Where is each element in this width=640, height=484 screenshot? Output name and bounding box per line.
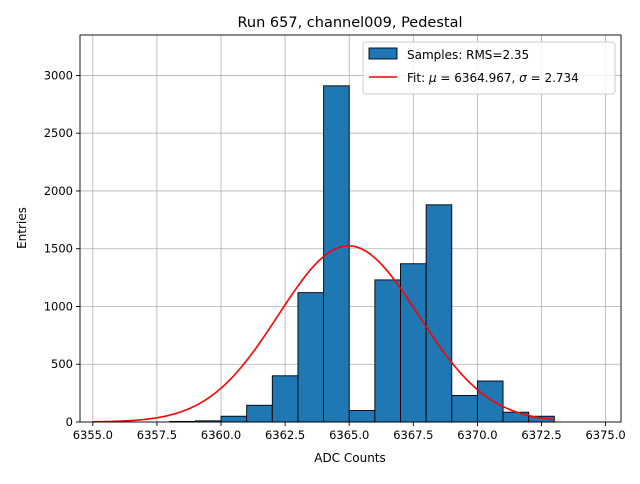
histogram-bar [476,380,504,423]
legend-box [362,41,616,95]
y-tick-label: 3000 [44,68,73,82]
histogram-bar [246,404,273,423]
histogram-bar [271,375,299,423]
legend-fit-prefix: Fit: [407,71,429,85]
chart-title: Run 657, channel009, Pedestal [237,15,462,31]
x-tick-label: 6355.0 [73,428,113,442]
y-tick-label: 1000 [44,299,73,313]
y-axis-label: Entries [15,207,29,249]
legend-label-samples: Samples: RMS=2.35 [407,48,529,62]
y-axis-ticks: 0 500 1000 1500 2000 2500 3000 [44,68,80,429]
x-tick-label: 6370.0 [457,428,497,442]
histogram-bar [400,263,427,423]
legend-fit-mu-value: = 6364.967, [437,71,520,85]
legend-fit-sigma-value: = 2.734 [527,71,579,85]
legend-swatch-samples [368,47,398,60]
plot-frame [79,34,622,423]
y-tick-label: 500 [51,357,73,371]
histogram-bars [169,85,555,423]
x-axis-label: ADC Counts [314,451,386,465]
x-tick-label: 6357.5 [137,428,177,442]
legend: Samples: RMS=2.35 Fit: μ = 6364.967, σ =… [362,41,616,95]
y-tick-label: 1500 [44,242,73,256]
histogram-bar [297,292,325,423]
histogram-bar [451,394,478,423]
histogram-bar [502,411,530,423]
x-tick-label: 6367.5 [393,428,433,442]
x-tick-label: 6372.5 [521,428,561,442]
histogram-bar [348,409,376,423]
histogram-bar [220,415,248,423]
y-tick-label: 2500 [44,126,73,140]
legend-label-fit: Fit: μ = 6364.967, σ = 2.734 [407,71,579,85]
legend-fit-sigma-symbol: σ [519,71,527,85]
x-axis-ticks: 6355.0 6357.5 6360.0 6362.5 6365.0 6367.5 6370… [73,422,626,442]
fit-curve [92,245,555,423]
legend-fit-mu-symbol: μ [428,71,437,85]
x-tick-label: 6360.0 [201,428,241,442]
histogram-bar [425,204,453,423]
x-tick-label: 6365.0 [329,428,369,442]
x-tick-label: 6362.5 [265,428,305,442]
y-tick-label: 0 [66,415,73,429]
histogram-bar [374,279,401,423]
y-tick-label: 2000 [44,184,73,198]
x-tick-label: 6375.0 [585,428,625,442]
